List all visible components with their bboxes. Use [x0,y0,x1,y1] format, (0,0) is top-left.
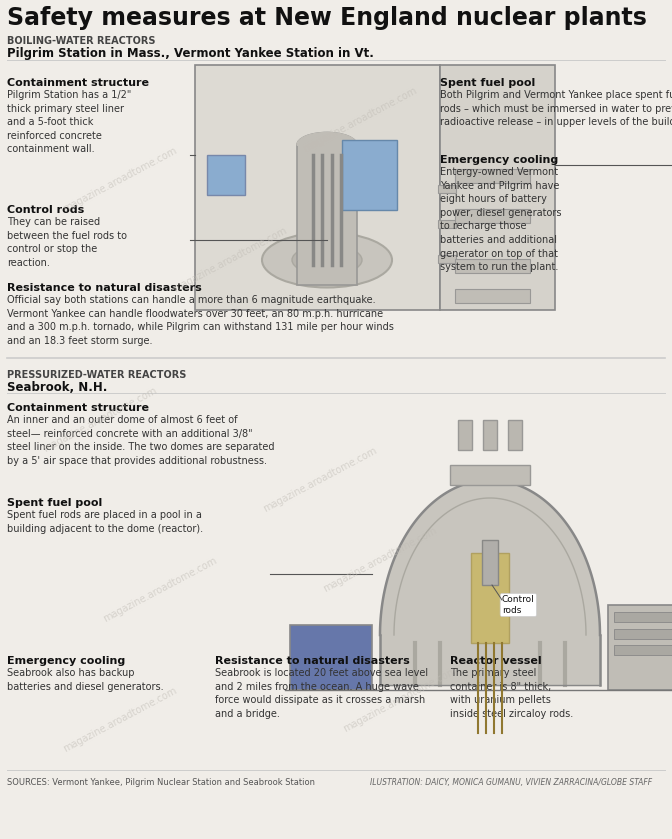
Text: magazine.aroadtome.com: magazine.aroadtome.com [42,386,159,454]
Text: Containment structure: Containment structure [7,403,149,413]
Bar [455,209,530,223]
Text: magazine.aroadtome.com: magazine.aroadtome.com [101,555,218,624]
Bar [207,155,245,195]
Bar [297,145,357,285]
Bar [508,420,522,450]
Text: BOILING-WATER REACTORS: BOILING-WATER REACTORS [7,36,155,46]
Bar [438,255,456,263]
Text: magazine.aroadtome.com: magazine.aroadtome.com [261,446,378,514]
Bar [440,65,555,310]
Bar [438,220,456,228]
Polygon shape [297,133,357,145]
Bar [614,629,672,639]
Text: Pilgrim Station has a 1/2"
thick primary steel liner
and a 5-foot thick
reinforc: Pilgrim Station has a 1/2" thick primary… [7,90,131,154]
Text: Containment structure: Containment structure [7,78,149,88]
Bar [482,540,498,585]
Text: Both Pilgrim and Vermont Yankee place spent fuel
rods – which must be immersed i: Both Pilgrim and Vermont Yankee place sp… [440,90,672,128]
Text: Resistance to natural disasters: Resistance to natural disasters [215,656,410,666]
Text: Safety measures at New England nuclear plants: Safety measures at New England nuclear p… [7,6,647,30]
Text: magazine.aroadtome.com: magazine.aroadtome.com [61,685,179,754]
Text: magazine.aroadtome.com: magazine.aroadtome.com [302,86,419,154]
Bar [483,420,497,450]
Text: Spent fuel pool: Spent fuel pool [7,498,102,508]
Text: Control
rods: Control rods [502,596,535,615]
Text: Reactor vessel: Reactor vessel [450,656,542,666]
Text: Pilgrim Station in Mass., Vermont Yankee Station in Vt.: Pilgrim Station in Mass., Vermont Yankee… [7,47,374,60]
Text: magazine.aroadtome.com: magazine.aroadtome.com [341,665,458,734]
Text: Seabrook also has backup
batteries and diesel generators.: Seabrook also has backup batteries and d… [7,668,163,691]
Text: An inner and an outer dome of almost 6 feet of
steel— reinforced concrete with a: An inner and an outer dome of almost 6 f… [7,415,274,466]
Bar [342,140,397,210]
Bar [608,605,672,690]
Text: magazine.aroadtome.com: magazine.aroadtome.com [171,226,288,294]
Ellipse shape [262,232,392,288]
Text: magazine.aroadtome.com: magazine.aroadtome.com [321,526,439,594]
Text: PRESSURIZED-WATER REACTORS: PRESSURIZED-WATER REACTORS [7,370,186,380]
Text: Emergency cooling: Emergency cooling [7,656,125,666]
Polygon shape [380,480,600,635]
Ellipse shape [292,245,362,275]
Bar [458,420,472,450]
Bar [455,289,530,303]
Bar [471,553,509,643]
Text: The primary steel
container is 8" thick,
with uranium pellets
inside steel zirca: The primary steel container is 8" thick,… [450,668,573,719]
Text: Control rods: Control rods [7,205,84,215]
Bar [290,625,372,690]
Bar [195,65,440,310]
Text: ILUSTRATION: DAICY, MONICA GUMANU, VIVIEN ZARRACINA/GLOBE STAFF: ILUSTRATION: DAICY, MONICA GUMANU, VIVIE… [370,778,652,787]
Bar [438,185,456,193]
Text: magazine.aroadtome.com: magazine.aroadtome.com [61,146,179,214]
Bar [614,645,672,655]
Text: They can be raised
between the fuel rods to
control or stop the
reaction.: They can be raised between the fuel rods… [7,217,127,268]
Text: Seabrook, N.H.: Seabrook, N.H. [7,381,108,394]
Bar [450,465,530,485]
Bar [455,169,530,183]
Bar [455,259,530,273]
Text: Spent fuel rods are placed in a pool in a
building adjacent to the dome (reactor: Spent fuel rods are placed in a pool in … [7,510,203,534]
Text: SOURCES: Vermont Yankee, Pilgrim Nuclear Station and Seabrook Station: SOURCES: Vermont Yankee, Pilgrim Nuclear… [7,778,315,787]
Bar [614,612,672,622]
Text: Spent fuel pool: Spent fuel pool [440,78,536,88]
Text: Resistance to natural disasters: Resistance to natural disasters [7,283,202,293]
Text: Seabrook is located 20 feet above sea level
and 2 miles from the ocean. A huge w: Seabrook is located 20 feet above sea le… [215,668,428,719]
Text: Emergency cooling: Emergency cooling [440,155,558,165]
Text: Official say both stations can handle a more than 6 magnitude earthquake.
Vermon: Official say both stations can handle a … [7,295,394,346]
Text: Entergy-owned Vermont
Yankee and Pilgrim have
eight hours of battery
power, dies: Entergy-owned Vermont Yankee and Pilgrim… [440,167,562,272]
